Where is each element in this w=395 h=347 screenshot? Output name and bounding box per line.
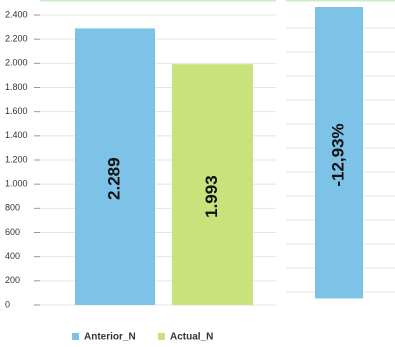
legend-swatch <box>72 333 79 340</box>
y-tick-label: 1.800 <box>5 82 28 92</box>
y-tick-label: 0 <box>5 299 10 309</box>
y-tick-label: 1.600 <box>5 106 28 116</box>
y-tick-label: 1.400 <box>5 130 28 140</box>
bar <box>315 7 363 299</box>
legend-label: Anterior_N <box>84 332 136 343</box>
y-tick-label: 400 <box>5 251 20 261</box>
y-tick-label: 1.200 <box>5 154 28 164</box>
legend-swatch <box>158 333 165 340</box>
y-tick-label: 2.000 <box>5 58 28 68</box>
value-label: 1.993 <box>202 175 221 218</box>
y-tick-label: 2.200 <box>5 34 28 44</box>
bar <box>172 64 253 305</box>
y-tick-label: 800 <box>5 203 20 213</box>
bar <box>75 28 155 305</box>
legend-label: Actual_N <box>170 332 213 343</box>
y-tick-label: 200 <box>5 275 20 285</box>
y-tick-label: 1.000 <box>5 179 28 189</box>
y-tick-label: 600 <box>5 227 20 237</box>
value-label: -12,93% <box>328 123 347 186</box>
y-tick-label: 2.400 <box>5 9 28 19</box>
value-label: 2.289 <box>104 157 123 200</box>
